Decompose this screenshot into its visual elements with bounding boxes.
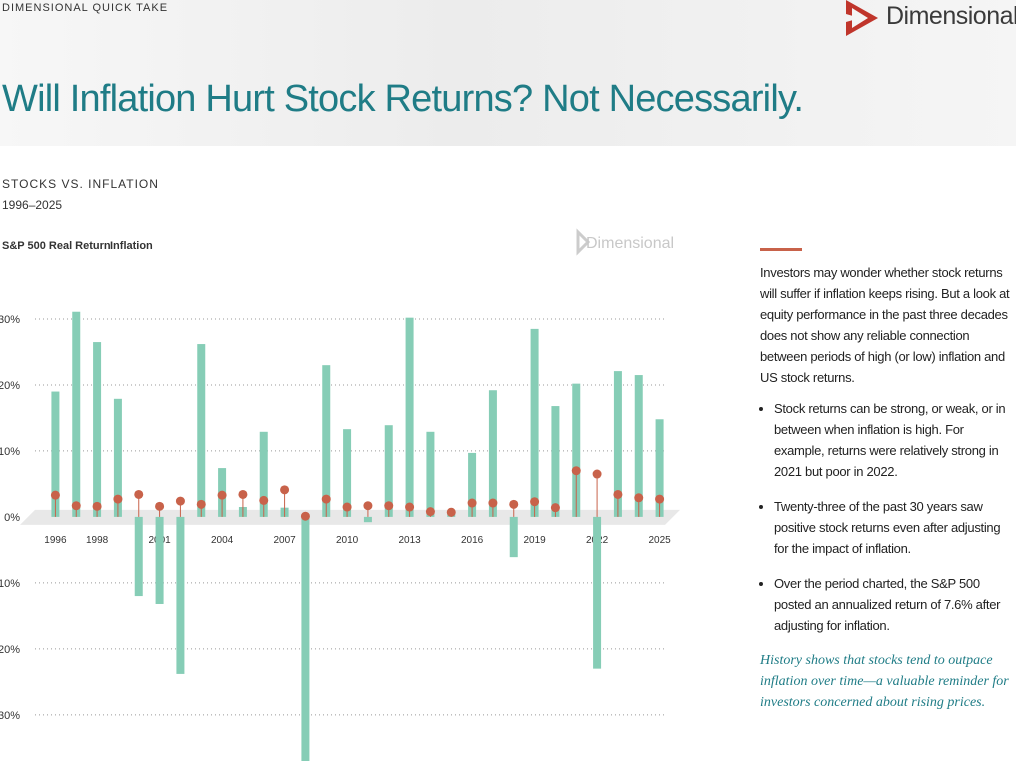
bar <box>301 516 310 761</box>
bar <box>155 516 164 604</box>
bar <box>197 344 206 517</box>
lollipop-dot <box>384 501 394 511</box>
bullet: Twenty-three of the past 30 years saw po… <box>774 496 1014 559</box>
lollipop-dot <box>217 490 227 500</box>
bar <box>134 516 143 597</box>
lollipop-dot <box>50 490 60 500</box>
lollipop-dot <box>446 507 456 517</box>
chart: STOCKS VS. INFLATION 1996–2025 Dimension… <box>0 177 680 761</box>
kicker: DIMENSIONAL QUICK TAKE <box>2 2 169 14</box>
lollipop-dot <box>613 489 623 499</box>
y-tick-label: 30% <box>0 314 20 326</box>
y-tick-label: 10% <box>0 446 20 458</box>
lollipop-dot <box>321 494 331 504</box>
lollipop-dot <box>175 496 185 506</box>
bar <box>343 429 352 517</box>
bar <box>113 398 122 517</box>
lollipop-dot <box>155 501 165 511</box>
lollipop-dot <box>530 497 540 507</box>
bullet: Stock returns can be strong, or weak, or… <box>774 398 1014 482</box>
legend-entry: Inflation <box>110 240 153 252</box>
bar <box>572 383 581 517</box>
lollipop-dot <box>238 489 248 499</box>
bar <box>426 431 435 517</box>
bar <box>551 406 560 517</box>
x-tick-label: 2019 <box>523 535 546 546</box>
bar <box>488 390 497 517</box>
bar <box>405 317 414 517</box>
lollipop-dot <box>467 498 477 508</box>
y-tick-label: -20% <box>0 644 20 656</box>
lollipop-dot <box>71 501 81 511</box>
x-tick-label: 2007 <box>273 535 296 546</box>
lollipop-dot <box>592 469 602 479</box>
lollipop-dot <box>509 499 519 509</box>
bar <box>509 516 518 558</box>
lollipop-dot <box>655 494 665 504</box>
x-tick-label: 1998 <box>86 535 109 546</box>
lollipop-dot <box>405 502 415 512</box>
lollipop-dot <box>196 499 206 509</box>
bar <box>259 431 268 517</box>
lollipop-dot <box>113 494 123 504</box>
lollipop-dot <box>488 498 498 508</box>
intro: Investors may wonder whether stock retur… <box>760 265 1010 385</box>
bar <box>468 452 477 517</box>
sidebar: Investors may wonder whether stock retur… <box>760 262 1014 713</box>
x-tick-label: 1996 <box>44 535 67 546</box>
logo-icon <box>846 0 878 36</box>
lollipop-dot <box>92 501 102 511</box>
bar <box>363 516 372 523</box>
lollipop-dot <box>550 503 560 513</box>
bullet: Over the period charted, the S&P 500 pos… <box>774 573 1014 636</box>
chart-subtitle: 1996–2025 <box>2 198 62 212</box>
legend-entry: S&P 500 Real Return <box>2 240 111 252</box>
lollipop-dot <box>425 507 435 517</box>
chart-title: STOCKS VS. INFLATION <box>2 177 159 191</box>
bar <box>322 365 331 517</box>
y-tick-label: -30% <box>0 710 20 722</box>
lollipop-dot <box>342 502 352 512</box>
y-tick-label: -10% <box>0 578 20 590</box>
lollipop-dot <box>363 501 373 511</box>
bar <box>655 419 664 517</box>
watermark-icon <box>576 228 591 256</box>
y-tick-label: 20% <box>0 380 20 392</box>
bar <box>384 425 393 517</box>
logo: Dimensional <box>886 2 1016 30</box>
bar <box>72 311 81 517</box>
lollipop-dot <box>280 485 290 495</box>
watermark: Dimensional <box>586 235 674 252</box>
bar <box>634 375 643 517</box>
bar <box>93 342 102 517</box>
bar <box>51 391 60 517</box>
x-tick-label: 2013 <box>398 535 421 546</box>
x-tick-label: 2004 <box>211 535 234 546</box>
bar <box>613 371 622 517</box>
lollipop-dot <box>634 493 644 503</box>
page-title: Will Inflation Hurt Stock Returns? Not N… <box>2 78 804 120</box>
closing: History shows that stocks tend to outpac… <box>760 653 1009 710</box>
x-tick-label: 2025 <box>648 535 671 546</box>
lollipop-dot <box>571 466 581 476</box>
bar <box>593 516 602 669</box>
lollipop-dot <box>300 511 310 521</box>
header: DIMENSIONAL QUICK TAKE Dimensional Will … <box>0 0 1016 146</box>
bar <box>176 516 185 674</box>
x-tick-label: 2010 <box>336 535 359 546</box>
x-tick-label: 2016 <box>461 535 484 546</box>
accent-rule <box>760 248 802 251</box>
bar <box>530 328 539 517</box>
bullets: Stock returns can be strong, or weak, or… <box>760 398 1014 636</box>
lollipop-dot <box>259 495 269 505</box>
y-tick-label: 0% <box>4 512 20 524</box>
lollipop-dot <box>134 489 144 499</box>
